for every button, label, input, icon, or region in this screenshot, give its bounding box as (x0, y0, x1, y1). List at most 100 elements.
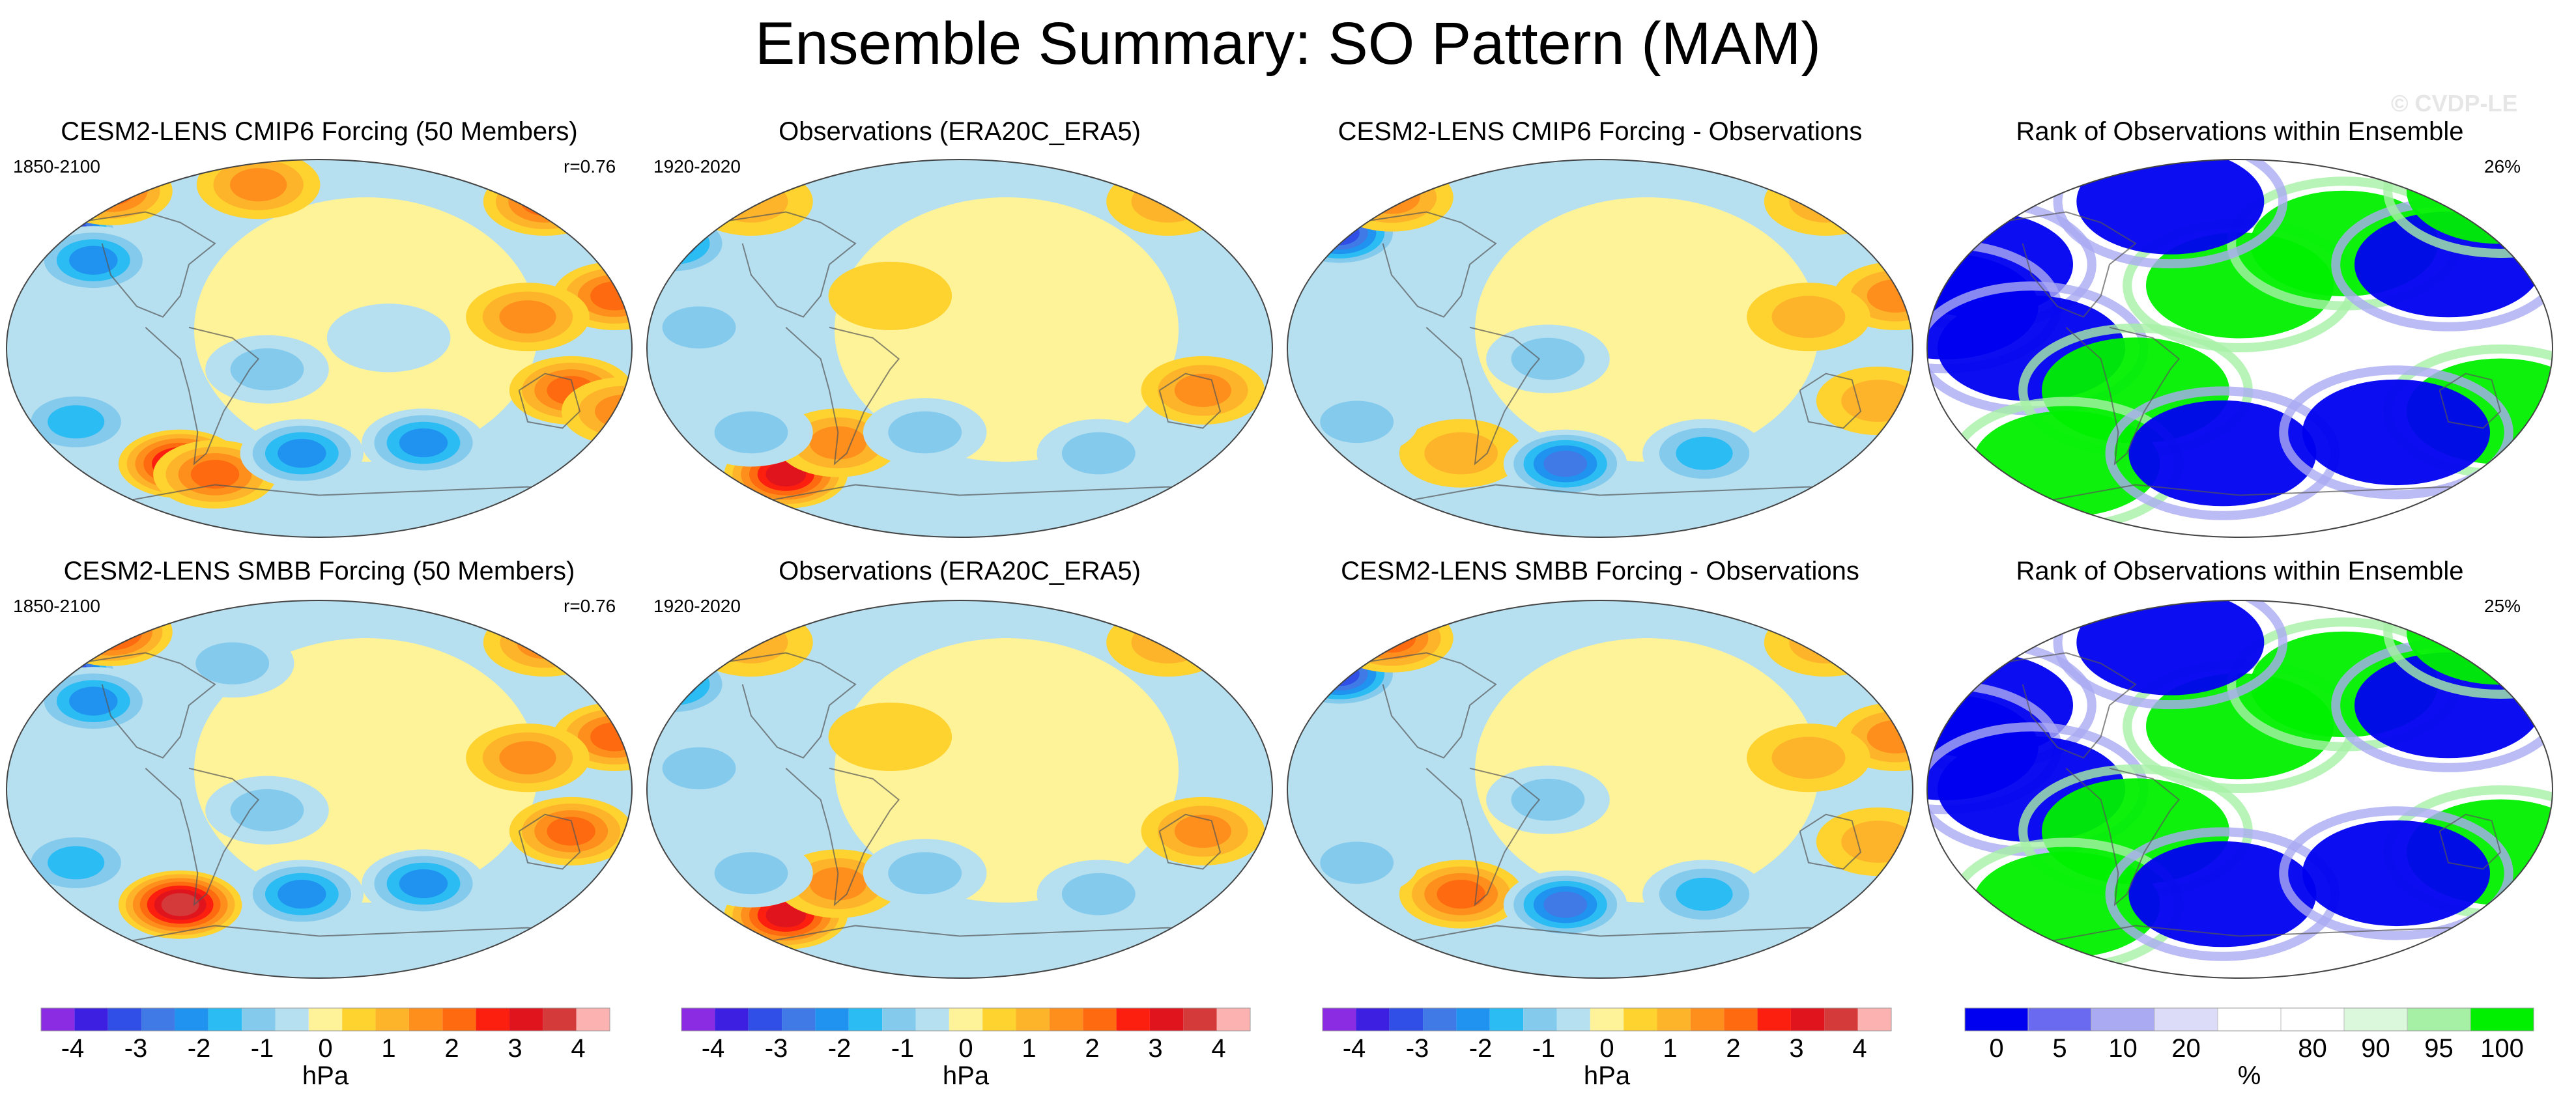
contour-p13-2-1 (1789, 180, 1863, 223)
contour-p21-11-1 (230, 789, 304, 832)
stat-label-p14: 26% (2484, 156, 2521, 176)
period-label-p12: 1920-2020 (653, 156, 741, 176)
contour-p12-1-0 (689, 167, 813, 236)
colorbar-2-cell-6 (1523, 1008, 1557, 1031)
colorbar-2-cell-2 (1389, 1008, 1424, 1031)
contour-p12-2-1 (1131, 180, 1205, 223)
contour-p12-1-1 (714, 180, 788, 223)
coastline-north-america-p22 (672, 652, 857, 759)
colorbar-3-cell-7 (2407, 1007, 2471, 1032)
stat-label-p24: 25% (2484, 596, 2521, 616)
colorbar-2-tick-0: -4 (1342, 1034, 1366, 1063)
colorbar-0-cell-9 (342, 1008, 376, 1031)
contour-p23-8-2 (1676, 877, 1733, 911)
contour-p13-9-1 (1320, 400, 1394, 443)
colorbar-2-unit: hPa (1583, 1061, 1631, 1090)
contour-p11-12-3 (399, 428, 448, 458)
positive-band-p23 (1475, 638, 1819, 903)
contour-p22-4-5 (766, 903, 807, 928)
contour-p21-8-3 (278, 879, 326, 909)
contour-p11-8-2 (595, 395, 632, 428)
colorbar-1-cell-6 (882, 1008, 916, 1031)
colorbar-2-cell-14 (1790, 1008, 1825, 1031)
colorbar-0-cell-8 (308, 1008, 343, 1031)
map-p21 (7, 600, 632, 978)
contour-p13-1-1 (1346, 171, 1437, 223)
colorbar-3-tick-0: 0 (1989, 1034, 2004, 1063)
colorbar-1-cell-0 (681, 1008, 715, 1031)
period-label-p22: 1920-2020 (653, 596, 741, 616)
colorbar-1-cell-10 (1016, 1008, 1050, 1031)
contour-p22-1-1 (714, 621, 788, 664)
contour-p23-3-2 (1867, 720, 1913, 753)
colorbar-1-cell-12 (1083, 1008, 1117, 1031)
contour-p13-6-1 (1424, 432, 1498, 475)
rank-region-p14-10 (2302, 379, 2490, 486)
coastline-south-america-p14 (2065, 326, 2181, 466)
colorbar-2-cell-10 (1657, 1008, 1691, 1031)
colorbar-2-tick-6: 2 (1726, 1034, 1741, 1063)
coastline-australia-p13 (1799, 372, 1862, 429)
colorbar-1-tick-6: 2 (1085, 1034, 1100, 1063)
contour-p21-12-1 (195, 642, 270, 684)
colorbar-2-tick-7: 3 (1789, 1034, 1804, 1063)
colorbar-1-tick-5: 1 (1022, 1034, 1037, 1063)
panel-title-p24: Rank of Observations within Ensemble (2016, 557, 2464, 585)
map-border-p21 (6, 600, 633, 979)
colorbar-2-cell-13 (1757, 1008, 1791, 1031)
colorbar-3-tick-4: 80 (2298, 1034, 2327, 1063)
colorbar-1-cell-1 (715, 1008, 749, 1031)
colorbar-1-cell-16 (1216, 1008, 1250, 1031)
colorbar-0-cell-0 (41, 1008, 75, 1031)
contour-p21-3-1 (500, 617, 590, 668)
contour-p23-5-1 (1841, 821, 1913, 863)
colorbar-2-cell-0 (1323, 1008, 1356, 1031)
colorbar-1-cell-4 (815, 1008, 849, 1031)
contour-p11-2-3 (86, 176, 136, 206)
contour-p23-9-1 (1320, 841, 1394, 884)
colorbar-0-cell-12 (442, 1008, 476, 1031)
colorbar-0-cell-2 (107, 1008, 142, 1031)
colorbar-3-cell-6 (2343, 1007, 2408, 1032)
contour-p21-1-3 (69, 686, 118, 716)
colorbar-2-tick-4: 0 (1599, 1034, 1614, 1063)
contour-p21-5-2 (499, 741, 556, 775)
colorbar-0-frame (40, 1007, 610, 1032)
panel-title-p13: CESM2-LENS CMIP6 Forcing - Observations (1338, 117, 1863, 146)
coastline-australia-p22 (1158, 813, 1222, 870)
contour-p11-3-3 (521, 187, 569, 216)
colorbar-1-cell-9 (982, 1008, 1016, 1031)
coastline-australia-p14 (2439, 372, 2502, 429)
contour-p22-2-1 (1131, 621, 1205, 664)
map-border-p22 (646, 600, 1273, 979)
contour-p22-3-2 (1174, 814, 1231, 848)
colorbar-3-cell-4 (2217, 1007, 2282, 1032)
coastline-south-america-p23 (1425, 767, 1541, 906)
coastline-australia-p21 (518, 813, 581, 870)
contour-p12-6-1 (714, 411, 788, 454)
colorbar-0-tick-2: -2 (187, 1034, 211, 1063)
coastline-australia-p24 (2439, 813, 2502, 870)
contour-p22-6-1 (714, 852, 788, 895)
colorbar-1-cell-13 (1116, 1008, 1150, 1031)
rank-region-p14-11 (2076, 160, 2265, 255)
colorbar-2-tick-5: 1 (1663, 1034, 1678, 1063)
colorbar-2-cell-3 (1423, 1008, 1457, 1031)
colorbar-0-tick-4: 0 (318, 1034, 333, 1063)
colorbar-0-tick-3: -1 (250, 1034, 274, 1063)
colorbar-1-tick-0: -4 (701, 1034, 725, 1063)
contour-p22-7-1 (888, 852, 962, 895)
colorbar-3-tick-5: 90 (2361, 1034, 2390, 1063)
coastline-north-america-p24 (1953, 652, 2137, 759)
colorbar-1-cell-3 (782, 1008, 816, 1031)
colorbar-0-tick-8: 4 (571, 1034, 586, 1063)
rank-halo-p14-12 (2383, 160, 2553, 259)
period-label-p11: 1850-2100 (13, 156, 100, 176)
map-border-p11 (6, 159, 633, 538)
period-label-p21: 1850-2100 (13, 596, 100, 616)
contour-p12-8-1 (1061, 432, 1136, 475)
colorbar-2-cell-12 (1724, 1008, 1758, 1031)
coastline-north-america-p13 (1313, 211, 1497, 318)
colorbar-0-cell-13 (476, 1008, 509, 1031)
colorbar-0-tick-6: 2 (444, 1034, 459, 1063)
